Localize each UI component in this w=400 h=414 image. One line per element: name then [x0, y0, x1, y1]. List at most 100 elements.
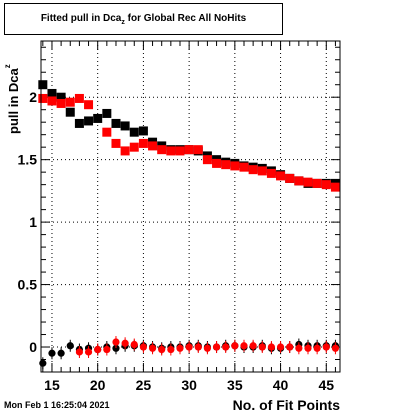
data-point: [111, 118, 121, 128]
data-point: [203, 344, 212, 352]
data-point: [276, 343, 285, 351]
y-tick-label: 1.5: [18, 152, 38, 168]
x-tick-label: 30: [181, 377, 197, 393]
x-tick-label: 15: [44, 377, 60, 393]
data-point: [267, 343, 276, 351]
tick-labels: 15 20 25 30 35 40 45 0 0.5 1 1.5 2: [18, 89, 335, 393]
data-point: [102, 108, 112, 118]
data-point: [56, 98, 66, 108]
data-point: [312, 178, 322, 188]
data-point: [102, 127, 112, 137]
data-point: [48, 349, 56, 357]
data-point: [94, 345, 102, 354]
data-point: [47, 88, 57, 98]
data-point: [112, 344, 120, 352]
data-point: [286, 343, 294, 351]
data-point: [240, 342, 248, 350]
data-point: [47, 96, 57, 106]
data-point: [112, 338, 120, 346]
data-point: [57, 349, 65, 357]
chart-title: Fitted pull in Dcaz for Global Rec All N…: [5, 4, 282, 34]
data-point: [121, 339, 129, 347]
data-point: [84, 100, 94, 110]
footer-timestamp: Mon Feb 1 16:25:04 2021: [4, 400, 110, 410]
data-point: [202, 155, 212, 165]
chart-title-prefix: Fitted pull in Dca: [40, 13, 122, 24]
x-tick-label: 20: [90, 377, 106, 393]
data-point: [66, 342, 74, 350]
data-point: [129, 127, 139, 137]
data-point: [75, 348, 84, 356]
y-axis-label: pull in Dcaz: [3, 64, 21, 134]
data-point: [294, 176, 304, 186]
data-point: [295, 344, 303, 352]
data-point: [257, 166, 267, 176]
x-tick-label: 45: [318, 377, 334, 393]
data-point: [321, 180, 331, 190]
data-point: [231, 342, 239, 350]
data-point: [138, 126, 148, 136]
data-point: [221, 160, 231, 170]
data-point: [111, 138, 121, 148]
data-point: [239, 162, 249, 172]
data-point: [74, 93, 84, 103]
data-point: [158, 345, 166, 354]
data-point: [148, 141, 158, 151]
data-point: [322, 343, 330, 351]
data-point: [230, 161, 240, 171]
data-point: [103, 345, 111, 354]
y-tick-label: 2: [29, 89, 37, 105]
data-point: [93, 113, 103, 123]
chart-title-subscript: z: [121, 19, 125, 26]
title-box: Fitted pull in Dcaz for Global Rec All N…: [4, 3, 283, 35]
data-point: [166, 146, 176, 156]
data-point: [194, 343, 202, 351]
data-point: [56, 92, 66, 102]
data-point: [248, 165, 258, 175]
data-point: [212, 343, 221, 351]
axis-ticks: [41, 41, 340, 373]
data-point: [185, 343, 193, 351]
plot-frame: [40, 40, 341, 373]
data-point: [139, 343, 148, 351]
grid: [41, 41, 340, 372]
y-axis-label-subscript: z: [3, 64, 12, 68]
data-point: [38, 80, 48, 90]
data-point: [330, 182, 340, 192]
data-point: [176, 344, 184, 352]
data-point: [120, 121, 130, 131]
data-point: [303, 177, 313, 187]
y-axis-label-group: pull in Dcaz: [3, 64, 21, 134]
chart-title-suffix: for Global Rec All NoHits: [124, 13, 247, 24]
data-point: [138, 138, 148, 148]
data-point: [129, 142, 139, 152]
data-point: [184, 145, 194, 155]
data-point: [331, 344, 340, 352]
data-point: [38, 93, 48, 103]
data-point: [157, 145, 167, 155]
x-tick-label: 40: [273, 377, 289, 393]
data-point: [65, 97, 75, 107]
data-point: [120, 146, 130, 156]
data-point: [84, 116, 94, 126]
data-point: [39, 359, 47, 367]
data-point: [175, 146, 185, 156]
y-axis-label-text: pull in Dca: [6, 68, 21, 135]
data-point: [285, 173, 295, 183]
data-point: [222, 343, 230, 351]
data-point: [249, 342, 257, 350]
data-markers: [38, 80, 340, 370]
data-point: [212, 158, 222, 168]
x-axis-label: No. of Fit Points: [233, 397, 341, 413]
data-point: [193, 145, 203, 155]
y-tick-label: 1: [29, 214, 37, 230]
data-point: [304, 344, 312, 352]
data-point: [266, 168, 276, 178]
data-point: [130, 340, 138, 349]
x-tick-label: 25: [136, 377, 152, 393]
data-point: [84, 348, 93, 356]
data-point: [167, 345, 175, 354]
data-point: [276, 171, 286, 181]
y-tick-label: 0: [29, 339, 37, 355]
